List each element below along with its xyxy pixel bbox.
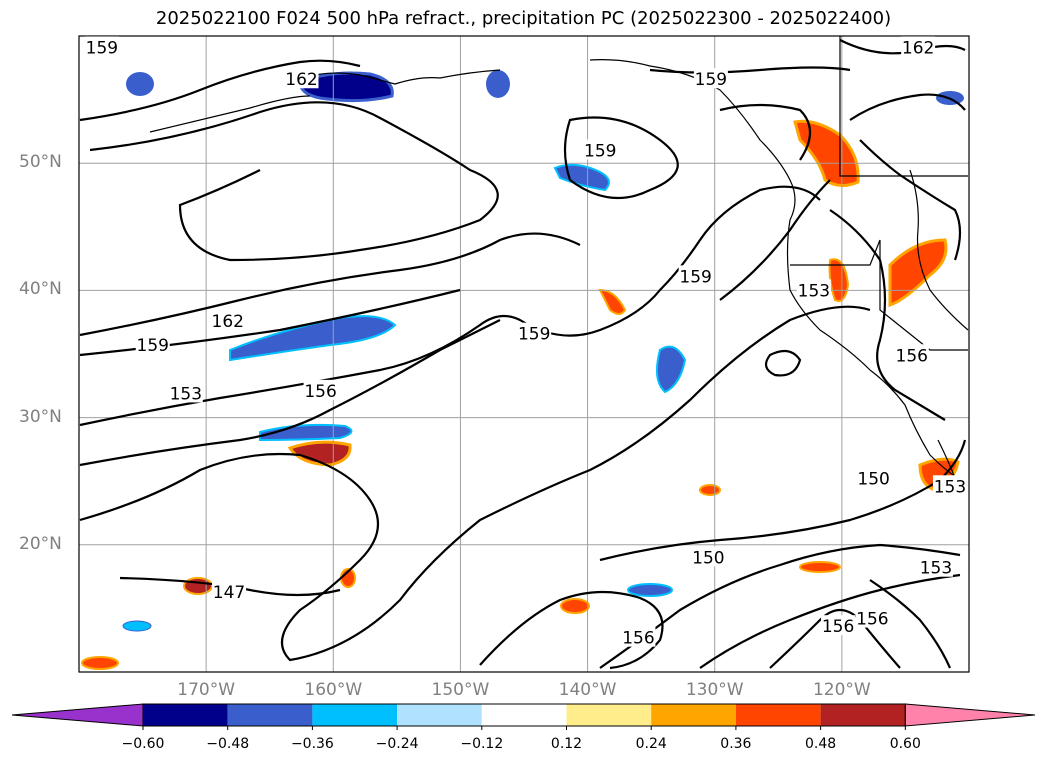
- contour-label-bg: [901, 36, 936, 57]
- colorbar-tick-label: 0.36: [720, 736, 752, 752]
- lon-label: 160°W: [304, 680, 363, 700]
- contour-label: 153: [170, 384, 202, 404]
- contour-label-bg: [284, 68, 319, 89]
- contour-label-bg: [583, 139, 618, 160]
- colorbar-tick-label: −0.12: [460, 736, 504, 752]
- colorbar-outline: [142, 703, 906, 727]
- contour-label-bg: [678, 265, 713, 286]
- contour-label: 159: [584, 141, 616, 161]
- coastlines: [149, 36, 969, 481]
- colorbar-extend-high: [904, 703, 1036, 727]
- contour-label: 156: [822, 617, 854, 637]
- contour-label: 153: [920, 559, 952, 579]
- colorbar-tick-label: 0.12: [550, 736, 583, 752]
- contour-label: 159: [137, 336, 169, 356]
- contour-label: 147: [213, 583, 245, 603]
- map-title: 2025022100 F024 500 hPa refract., precip…: [155, 8, 892, 29]
- colorbar-segment: [481, 704, 567, 726]
- contour-label: 159: [86, 38, 118, 58]
- contour-label-bg: [168, 382, 203, 403]
- contour-label-bg: [693, 68, 728, 89]
- colorbar-tick-label: 0.48: [805, 736, 837, 752]
- contour-label: 159: [518, 325, 550, 345]
- contour-label-bg: [691, 546, 726, 567]
- lat-label: 40°N: [19, 279, 62, 300]
- colorbar-segment: [651, 704, 736, 726]
- colorbar-extend-low: [11, 703, 144, 727]
- colorbar-tick-label: −0.24: [375, 736, 419, 752]
- colorbar: [11, 703, 1036, 730]
- lon-label: 130°W: [685, 680, 744, 700]
- colorbar-segment: [735, 704, 821, 726]
- colorbar-tick-label: 0.24: [635, 736, 667, 752]
- contour-label: 156: [622, 629, 654, 649]
- contour-label-bg: [855, 607, 890, 628]
- contour-label-bg: [856, 467, 891, 488]
- lat-label: 20°N: [19, 533, 62, 554]
- contour-label: 153: [934, 477, 966, 497]
- contour-label-bg: [303, 379, 338, 400]
- contour-label: 156: [896, 346, 928, 366]
- contour-label-bg: [210, 309, 245, 330]
- contour-label: 156: [304, 382, 336, 402]
- contour-label: 159: [695, 70, 727, 90]
- contour-label-bg: [796, 279, 831, 300]
- contour-label-bg: [212, 580, 247, 601]
- contour-label-bg: [84, 36, 119, 57]
- contour-label-bg: [517, 322, 552, 343]
- colorbar-segment: [566, 704, 652, 726]
- contour-label: 156: [856, 610, 888, 630]
- contour-label: 162: [902, 38, 934, 58]
- lon-label: 120°W: [812, 680, 871, 700]
- colorbar-segment: [820, 704, 906, 726]
- contour-label-bg: [894, 344, 929, 365]
- map-frame: [78, 35, 970, 673]
- colorbar-segment: [143, 704, 228, 726]
- lat-label: 50°N: [19, 152, 62, 173]
- contour-label: 153: [798, 281, 830, 301]
- lat-label: 30°N: [19, 406, 62, 427]
- colorbar-segment: [312, 704, 398, 726]
- contour-label-bg: [135, 334, 170, 355]
- contour-label-bg: [918, 556, 953, 577]
- colorbar-tick-label: −0.36: [290, 736, 334, 752]
- contour-label-bg: [932, 475, 967, 496]
- precip-shading: [81, 70, 964, 670]
- contour-label-bg: [821, 615, 856, 636]
- contour-label: 150: [857, 470, 889, 490]
- contour-label: 162: [212, 312, 244, 332]
- colorbar-tick-label: −0.60: [121, 736, 165, 752]
- colorbar-tick-label: 0.60: [889, 736, 921, 752]
- lon-label: 170°W: [177, 680, 236, 700]
- colorbar-segment: [227, 704, 313, 726]
- contour-label: 150: [692, 549, 724, 569]
- lon-label: 150°W: [431, 680, 490, 700]
- lon-label: 140°W: [558, 680, 617, 700]
- contour-label: 159: [679, 267, 711, 287]
- colorbar-tick-label: −0.48: [206, 736, 250, 752]
- contour-label: 162: [285, 70, 317, 90]
- contour-label-bg: [621, 626, 656, 647]
- colorbar-segment: [397, 704, 482, 726]
